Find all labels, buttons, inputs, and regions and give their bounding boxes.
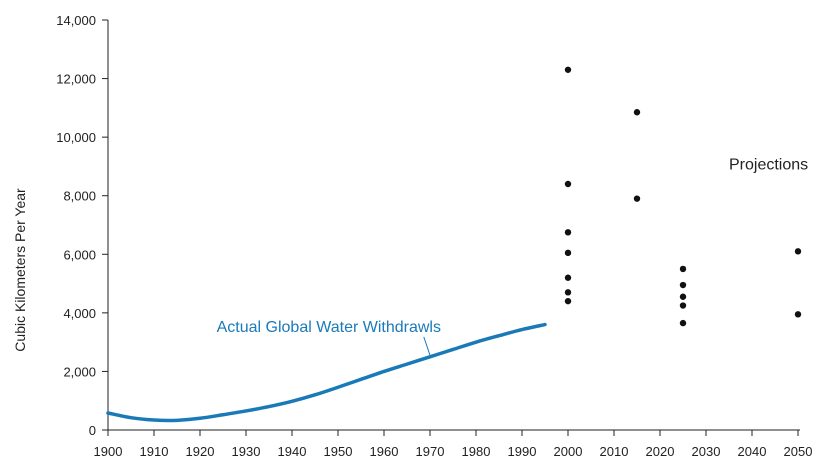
projection-point [679, 293, 687, 300]
x-tick-label: 1900 [94, 444, 123, 459]
x-tick-label: 1920 [186, 444, 215, 459]
projection-point [564, 249, 572, 257]
x-tick-label: 2040 [738, 444, 767, 459]
x-tick-label: 1940 [278, 444, 307, 459]
projection-point [564, 66, 572, 73]
actual-withdrawals-line [106, 322, 547, 423]
projection-point [564, 229, 572, 236]
x-tick-label: 2020 [646, 444, 675, 459]
projection-point [564, 297, 572, 305]
x-tick-label: 1950 [324, 444, 353, 459]
x-tick-label: 1910 [140, 444, 169, 459]
y-tick-label: 10,000 [56, 130, 96, 145]
x-tick-label: 2050 [784, 444, 813, 459]
y-tick-label: 8,000 [63, 189, 96, 204]
y-axis-title: Cubic Kilometers Per Year [12, 188, 28, 352]
y-tick-label: 4,000 [63, 306, 96, 321]
series-layer [106, 66, 802, 423]
x-tick-label: 1980 [462, 444, 491, 459]
x-tick-label: 1970 [416, 444, 445, 459]
y-tick-label: 0 [89, 423, 96, 438]
x-tick-label: 1930 [232, 444, 261, 459]
projection-point [633, 109, 641, 116]
projection-point [679, 302, 687, 309]
projection-point [633, 195, 641, 202]
x-tick-label: 1990 [508, 444, 537, 459]
x-tick-label: 2000 [554, 444, 583, 459]
x-tick-label: 2010 [600, 444, 629, 459]
projection-point [679, 265, 687, 273]
projection-point [794, 248, 802, 255]
x-tick-label: 2030 [692, 444, 721, 459]
annotation-layer: Actual Global Water Withdrawls Projection… [217, 156, 808, 356]
y-tick-label: 6,000 [63, 247, 96, 262]
projection-point [564, 180, 572, 188]
projection-point [794, 311, 802, 318]
projections-label: Projections [729, 156, 808, 173]
projection-point [679, 281, 687, 289]
y-ticks: 0 2,000 4,000 6,000 8,000 10,000 12,000 14,000 [56, 13, 108, 438]
actual-series-label: Actual Global Water Withdrawls [217, 319, 441, 336]
projection-point [679, 319, 687, 327]
projection-point [564, 274, 572, 281]
x-ticks: 1900 1910 1920 1930 1940 1950 1960 1970 1980 1990… [94, 430, 813, 459]
y-tick-label: 12,000 [56, 72, 96, 87]
actual-series-leader-line [423, 336, 431, 356]
y-tick-label: 2,000 [63, 364, 96, 379]
projection-point [564, 289, 572, 296]
y-tick-label: 14,000 [56, 13, 96, 28]
x-tick-label: 1960 [370, 444, 399, 459]
